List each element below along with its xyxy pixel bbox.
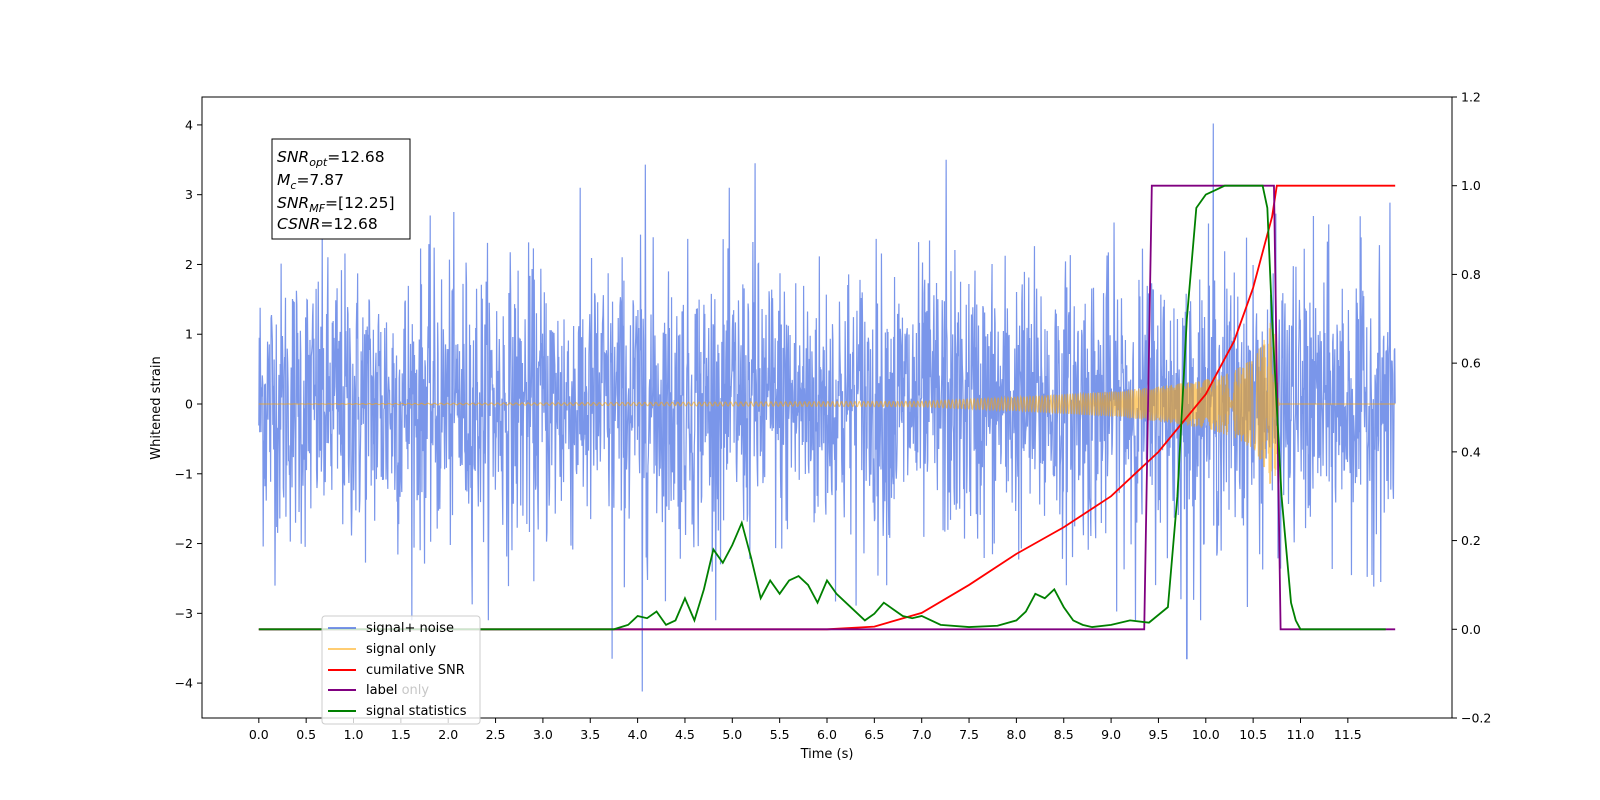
y2-tick-label: 0.4 bbox=[1461, 444, 1481, 459]
y-tick-label: −3 bbox=[175, 606, 193, 621]
x-tick-label: 9.0 bbox=[1101, 727, 1121, 742]
y2-tick-label: 1.2 bbox=[1461, 90, 1481, 105]
x-tick-label: 4.5 bbox=[675, 727, 695, 742]
x-tick-label: 0.5 bbox=[296, 727, 316, 742]
x-tick-label: 10.0 bbox=[1192, 727, 1220, 742]
x-tick-label: 5.0 bbox=[722, 727, 742, 742]
x-tick-label: 11.0 bbox=[1287, 727, 1315, 742]
x-tick-label: 5.5 bbox=[770, 727, 790, 742]
y2-tick-label: −0.2 bbox=[1461, 711, 1491, 726]
y-tick-label: −2 bbox=[175, 536, 193, 551]
axes-layer: 0.0 0.5 1.0 1.5 2.0 2.5 3.0 3.5 4.0 4.5 5.0 5.5 6.0 6… bbox=[175, 90, 1492, 743]
annotation-line-snr-mf: SNRMF=[12.25] bbox=[277, 194, 395, 215]
x-tick-label: 1.5 bbox=[391, 727, 411, 742]
x-tick-label: 7.0 bbox=[912, 727, 932, 742]
y-tick-label: 2 bbox=[185, 257, 193, 272]
annotation-line-csnr: CSNR=12.68 bbox=[277, 215, 378, 233]
x-tick-label: 7.5 bbox=[959, 727, 979, 742]
y-tick-label: 3 bbox=[185, 187, 193, 202]
legend-label-signal-noise: signal+ noise bbox=[366, 621, 454, 636]
y-tick-label: 1 bbox=[185, 327, 193, 342]
annotation-line-snr-opt: SNRopt=12.68 bbox=[277, 148, 385, 169]
y-tick-label: 0 bbox=[185, 397, 193, 412]
x-tick-label: 6.0 bbox=[817, 727, 837, 742]
y-tick-label: −1 bbox=[175, 466, 193, 481]
legend-label-signal-only: signal only bbox=[366, 642, 436, 657]
series-layer bbox=[258, 123, 1396, 692]
series-signal-only bbox=[258, 322, 1396, 484]
annotation-frame bbox=[271, 138, 411, 240]
x-tick-label: 4.0 bbox=[628, 727, 648, 742]
x-tick-label: 3.5 bbox=[580, 727, 600, 742]
x-tick-label: 9.5 bbox=[1148, 727, 1168, 742]
x-tick-label: 10.5 bbox=[1239, 727, 1267, 742]
legend-label-label: label bbox=[366, 683, 397, 698]
y2-tick-label: 0.2 bbox=[1461, 533, 1481, 548]
y-axis-label: Whitened strain bbox=[149, 356, 164, 459]
x-tick-label: 6.5 bbox=[864, 727, 884, 742]
annotation-line-mc: Mc=7.87 bbox=[277, 171, 344, 192]
x-axis-label: Time (s) bbox=[800, 747, 854, 762]
x-tick-label: 1.0 bbox=[344, 727, 364, 742]
y2-tick-label: 0.8 bbox=[1461, 267, 1481, 282]
series-signal-statistics bbox=[258, 184, 1386, 631]
y2-tick-label: 1.0 bbox=[1461, 178, 1481, 193]
legend-label-cumulative-snr: cumilative SNR bbox=[366, 663, 465, 678]
x-tick-label: 11.5 bbox=[1334, 727, 1362, 742]
y-tick-label: −4 bbox=[175, 676, 193, 691]
y2-tick-label: 0.6 bbox=[1461, 356, 1481, 371]
x-tick-label: 3.0 bbox=[533, 727, 553, 742]
y-tick-label: 4 bbox=[185, 117, 193, 132]
x-tick-label: 0.0 bbox=[249, 727, 269, 742]
annotation-box: SNRopt=12.68 Mc=7.87 SNRMF=[12.25] CSNR=… bbox=[271, 138, 411, 240]
legend-label-signal-statistics: signal statistics bbox=[366, 704, 467, 719]
legend: signal+ noise signal only cumilative SNR… bbox=[321, 615, 481, 725]
y2-tick-label: 0.0 bbox=[1461, 622, 1481, 637]
x-tick-label: 2.5 bbox=[486, 727, 506, 742]
x-tick-label: 2.0 bbox=[438, 727, 458, 742]
legend-label-label-only: label only bbox=[366, 683, 429, 698]
x-tick-label: 8.5 bbox=[1054, 727, 1074, 742]
x-tick-label: 8.0 bbox=[1006, 727, 1026, 742]
legend-frame bbox=[321, 615, 481, 725]
